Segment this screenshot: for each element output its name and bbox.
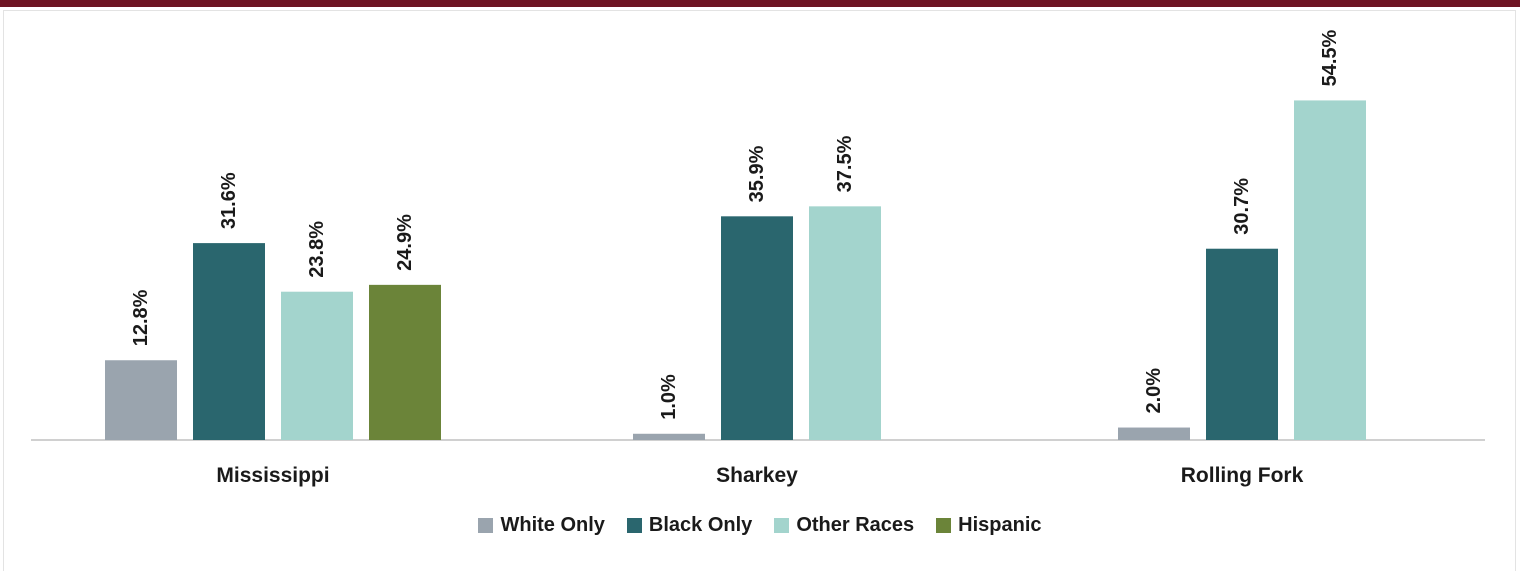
- bar-sharkey-other-races: [809, 206, 881, 440]
- header-bar: [0, 0, 1520, 7]
- bar-mississippi-other-races: [281, 291, 353, 440]
- legend-item-other-races: Other Races: [774, 514, 914, 537]
- legend-swatch-hispanic: [936, 518, 952, 533]
- legend-label-other-races: Other Races: [796, 514, 915, 536]
- bar-rolling-fork-other-races: [1294, 100, 1366, 440]
- data-label-sharkey-white-only: 1.0%: [658, 374, 680, 420]
- bar-mississippi-black-only: [193, 243, 265, 440]
- data-label-sharkey-black-only: 35.9%: [746, 145, 768, 202]
- data-label-mississippi-hispanic: 24.9%: [394, 214, 416, 271]
- data-label-rolling-fork-white-only: 2.0%: [1143, 368, 1165, 414]
- category-label-sharkey: Sharkey: [716, 464, 798, 487]
- legend-swatch-white-only: [478, 518, 494, 533]
- category-label-rolling-fork: Rolling Fork: [1181, 464, 1304, 487]
- bar-rolling-fork-white-only: [1118, 427, 1190, 440]
- data-label-rolling-fork-other-races: 54.5%: [1319, 29, 1341, 86]
- legend-label-black-only: Black Only: [648, 514, 753, 536]
- data-label-mississippi-black-only: 31.6%: [218, 172, 240, 229]
- legend-item-black-only: Black Only: [626, 514, 753, 537]
- category-label-mississippi: Mississippi: [216, 464, 329, 487]
- bar-sharkey-black-only: [721, 216, 793, 440]
- chart-legend: White Only Black Only Other Races Hispan…: [0, 514, 1520, 537]
- data-label-mississippi-other-races: 23.8%: [306, 221, 328, 278]
- legend-swatch-black-only: [626, 518, 642, 533]
- bar-chart: 12.8% 31.6% 23.8% 24.9% Mississippi 1.0% 35.9%…: [31, 29, 1485, 487]
- bar-mississippi-white-only: [105, 360, 177, 440]
- bar-sharkey-white-only: [633, 433, 705, 440]
- legend-label-hispanic: Hispanic: [958, 514, 1042, 536]
- legend-item-hispanic: Hispanic: [936, 514, 1042, 537]
- data-label-rolling-fork-black-only: 30.7%: [1231, 178, 1253, 235]
- legend-item-white-only: White Only: [478, 514, 605, 537]
- legend-swatch-other-races: [774, 518, 790, 533]
- bar-mississippi-hispanic: [369, 284, 441, 440]
- data-label-mississippi-white-only: 12.8%: [130, 289, 152, 346]
- bar-rolling-fork-black-only: [1206, 248, 1278, 440]
- data-label-sharkey-other-races: 37.5%: [834, 135, 856, 192]
- legend-label-white-only: White Only: [500, 514, 605, 536]
